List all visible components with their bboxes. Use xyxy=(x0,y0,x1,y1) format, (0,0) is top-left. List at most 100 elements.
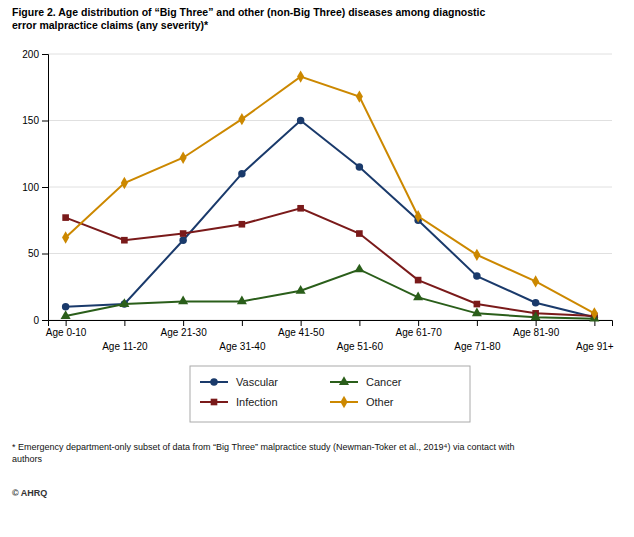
point xyxy=(413,292,423,301)
point xyxy=(62,214,69,221)
grid-line xyxy=(48,120,612,121)
point xyxy=(474,301,481,308)
point xyxy=(415,277,422,284)
x-tick-label: Age 41-50 xyxy=(278,327,325,338)
series xyxy=(62,205,597,319)
x-tick: Age 31-40 xyxy=(219,320,266,352)
legend-item: Infection xyxy=(200,396,278,408)
legend-swatch-marker xyxy=(211,399,218,406)
x-tick: Age 21-30 xyxy=(161,320,208,338)
point xyxy=(591,307,598,319)
x-tick: Age 61-70 xyxy=(396,320,443,338)
x-tick: Age 11-20 xyxy=(102,320,148,352)
grid-line xyxy=(48,54,612,55)
point xyxy=(473,272,480,279)
annotation-line: authors xyxy=(12,454,43,464)
point xyxy=(62,231,69,243)
point xyxy=(297,205,304,212)
y-tick-label: 0 xyxy=(33,315,39,326)
y-tick-mark xyxy=(42,254,48,255)
point xyxy=(297,70,304,82)
point xyxy=(473,249,480,261)
y-tick-mark xyxy=(42,187,48,188)
point xyxy=(178,296,188,305)
series-line xyxy=(66,77,595,314)
x-tick-label: Age 21-30 xyxy=(161,327,208,338)
legend-item: Other xyxy=(330,396,394,408)
series-line xyxy=(66,121,595,318)
point xyxy=(62,303,69,310)
y-tick: 200 xyxy=(22,49,48,60)
y-tick-label: 100 xyxy=(22,182,39,193)
point xyxy=(415,210,422,222)
x-tick-label: Age 11-20 xyxy=(102,341,148,352)
y-tick-label: 50 xyxy=(28,248,40,259)
point xyxy=(119,298,129,307)
legend-label: Other xyxy=(366,396,394,408)
annotation: © AHRQ xyxy=(12,488,47,498)
series xyxy=(62,117,598,321)
x-tick: Age 91+ xyxy=(576,320,614,352)
title-line: Figure 2. Age distribution of “Big Three… xyxy=(12,6,485,18)
y-tick: 100 xyxy=(22,182,48,193)
legend-swatch-marker xyxy=(339,376,349,385)
point xyxy=(356,230,363,237)
point xyxy=(354,264,364,273)
x-tick-label: Age 0-10 xyxy=(46,327,87,338)
series-line xyxy=(66,269,595,318)
point xyxy=(356,163,363,170)
series-line xyxy=(66,208,595,316)
point xyxy=(238,170,245,177)
x-tick: Age 71-80 xyxy=(454,320,501,352)
y-tick: 150 xyxy=(22,115,48,126)
annotation: * Emergency department-only subset of da… xyxy=(12,442,514,464)
y-tick: 50 xyxy=(28,248,48,259)
y-tick-label: 200 xyxy=(22,49,39,60)
y-tick-label: 150 xyxy=(22,115,39,126)
x-tick-mark xyxy=(359,320,360,326)
point xyxy=(237,296,247,305)
point xyxy=(180,230,187,237)
x-tick-label: Age 51-60 xyxy=(337,341,384,352)
point xyxy=(356,90,363,102)
x-tick-mark xyxy=(418,320,419,326)
title-line: error malpractice claims (any severity)* xyxy=(12,19,209,31)
x-tick-mark xyxy=(124,320,125,326)
x-tick-mark xyxy=(242,320,243,326)
point xyxy=(531,312,541,321)
series xyxy=(62,70,598,319)
point xyxy=(121,237,128,244)
y-tick: 0 xyxy=(33,315,48,326)
point xyxy=(532,275,539,287)
legend-label: Vascular xyxy=(236,376,278,388)
legend-item: Vascular xyxy=(200,376,278,388)
y-axis: 0 50 100 150 200 xyxy=(22,49,48,326)
x-tick: Age 51-60 xyxy=(337,320,384,352)
x-tick-label: Age 71-80 xyxy=(454,341,501,352)
point xyxy=(180,152,187,164)
legend-swatch-marker xyxy=(210,378,217,385)
x-tick-label: Age 61-70 xyxy=(396,327,443,338)
point xyxy=(61,310,71,319)
point xyxy=(472,308,482,317)
y-tick-mark xyxy=(42,121,48,122)
x-tick-mark xyxy=(183,320,184,326)
series xyxy=(61,264,600,322)
x-tick-mark xyxy=(301,320,302,326)
x-tick: Age 41-50 xyxy=(278,320,325,338)
title: Figure 2. Age distribution of “Big Three… xyxy=(12,6,485,31)
point xyxy=(296,285,306,294)
series-group xyxy=(61,70,600,321)
legend-item: Cancer xyxy=(330,376,402,388)
point xyxy=(297,117,304,124)
grid-line xyxy=(48,187,612,188)
y-tick-mark xyxy=(42,320,48,321)
point xyxy=(121,177,128,189)
y-tick-mark xyxy=(42,54,48,55)
legend-label: Cancer xyxy=(366,376,402,388)
x-tick: Age 0-10 xyxy=(46,320,87,338)
point xyxy=(239,221,246,228)
plot: 0 50 100 150 200 Age 0-10 Age 11-20 Age 21-30 Ag… xyxy=(22,49,613,352)
x-tick: Age 81-90 xyxy=(513,320,560,338)
legend-label: Infection xyxy=(236,396,278,408)
